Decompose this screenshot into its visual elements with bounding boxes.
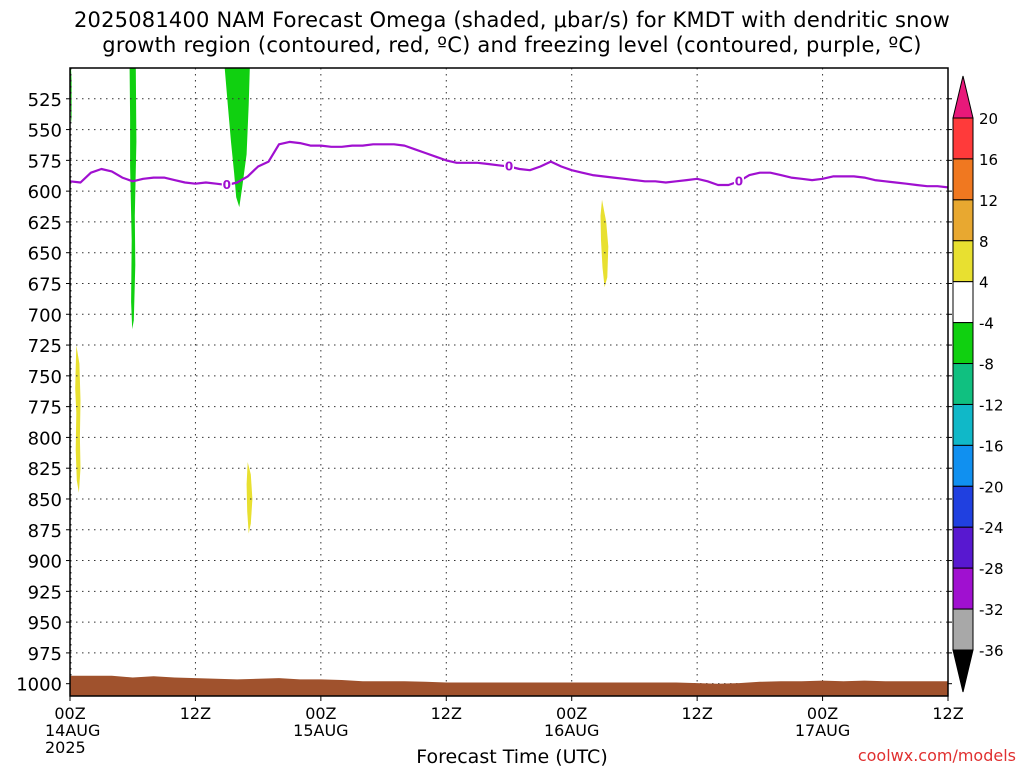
freezing-level-label-0: 0: [223, 178, 231, 192]
colorbar-bin-1: [952, 117, 974, 160]
colorbar-bin-11: [952, 526, 974, 569]
colorbar-label-9: -20: [979, 478, 1004, 496]
y-tick-label-17: 950: [28, 613, 62, 634]
x-tick-label-5-0: 12Z: [681, 704, 712, 723]
y-tick-label-14: 875: [28, 521, 62, 542]
y-tick-label-15: 900: [28, 552, 62, 573]
omega-region-3: [75, 345, 81, 493]
x-tick-label-2-1: 15AUG: [293, 721, 348, 740]
chart-title: 2025081400 NAM Forecast Omega (shaded, μ…: [0, 8, 1024, 58]
omega-region-1: [129, 68, 137, 330]
x-tick-label-6-1: 17AUG: [795, 721, 850, 740]
x-tick-label-0-2: 2025: [45, 738, 86, 757]
colorbar-label-4: 4: [979, 274, 989, 292]
y-tick-label-1: 550: [28, 121, 62, 142]
colorbar-label-7: -12: [979, 396, 1004, 414]
x-tick-label-2-0: 00Z: [305, 704, 336, 723]
y-tick-label-8: 725: [28, 336, 62, 357]
colorbar-label-0: 20: [979, 110, 998, 128]
chart-title-line-1: 2025081400 NAM Forecast Omega (shaded, μ…: [73, 8, 951, 32]
freezing-level-label-bg-2: [733, 173, 744, 188]
omega-region-2: [224, 68, 250, 208]
y-tick-label-6: 675: [28, 274, 62, 295]
colorbar-bin-6: [952, 322, 974, 365]
omega-region-5: [600, 199, 609, 288]
chart-title-line-2: growth region (contoured, red, ºC) and f…: [102, 33, 922, 57]
omega-region-4: [246, 462, 253, 534]
x-tick-label-3-0: 12Z: [431, 704, 462, 723]
y-tick-label-11: 800: [28, 428, 62, 449]
credit-text: coolwx.com/models: [857, 746, 1016, 765]
y-tick-label-7: 700: [28, 305, 62, 326]
colorbar-bin-5: [952, 281, 974, 324]
x-tick-label-0-0: 00Z: [54, 704, 85, 723]
x-tick-label-4-1: 16AUG: [544, 721, 599, 740]
colorbar-bin-12: [952, 567, 974, 610]
freezing-level-label-1: 0: [505, 160, 513, 174]
plot-frame: [69, 67, 949, 697]
y-tick-label-13: 850: [28, 490, 62, 511]
colorbar-top-arrow: [952, 75, 974, 119]
colorbar-bin-10: [952, 485, 974, 528]
colorbar-label-8: -16: [979, 437, 1004, 455]
colorbar-bin-2: [952, 158, 974, 201]
x-tick-label-0-1: 14AUG: [45, 721, 100, 740]
colorbar-bin-4: [952, 240, 974, 283]
y-tick-label-9: 750: [28, 367, 62, 388]
colorbar-label-2: 12: [979, 192, 998, 210]
colorbar-label-5: -4: [979, 315, 994, 333]
y-tick-label-19: 1000: [16, 675, 62, 696]
y-tick-label-0: 525: [28, 90, 62, 111]
colorbar-label-10: -24: [979, 519, 1004, 537]
freezing-level-label-bg-1: [504, 158, 514, 173]
colorbar-bin-7: [952, 363, 974, 405]
x-tick-label-7-0: 12Z: [932, 704, 963, 723]
y-tick-label-12: 825: [28, 459, 62, 480]
y-tick-label-16: 925: [28, 582, 62, 603]
colorbar-label-12: -32: [979, 601, 1004, 619]
y-tick-label-3: 600: [28, 182, 62, 203]
y-tick-label-2: 575: [28, 151, 62, 172]
colorbar-label-11: -28: [979, 560, 1004, 578]
freezing-level-label-2: 0: [735, 174, 743, 188]
colorbar-label-6: -8: [979, 356, 994, 374]
colorbar-bin-3: [952, 199, 974, 242]
colorbar-bin-13: [952, 608, 974, 651]
colorbar-label-3: 8: [979, 233, 989, 251]
colorbar-label-13: -36: [979, 642, 1004, 660]
y-tick-label-18: 975: [28, 644, 62, 665]
x-tick-label-4-0: 00Z: [556, 704, 587, 723]
colorbar-bin-9: [952, 444, 974, 487]
y-tick-label-10: 775: [28, 398, 62, 419]
y-tick-label-5: 650: [28, 244, 62, 265]
y-tick-label-4: 625: [28, 213, 62, 234]
freezing-level-label-bg-0: [221, 176, 232, 191]
colorbar-bottom-arrow: [952, 649, 974, 693]
x-tick-label-1-0: 12Z: [180, 704, 211, 723]
colorbar-label-1: 16: [979, 151, 998, 169]
surface-terrain: [70, 675, 948, 696]
colorbar-bin-8: [952, 403, 974, 446]
x-axis-label: Forecast Time (UTC): [416, 746, 608, 768]
x-tick-label-6-0: 00Z: [807, 704, 838, 723]
